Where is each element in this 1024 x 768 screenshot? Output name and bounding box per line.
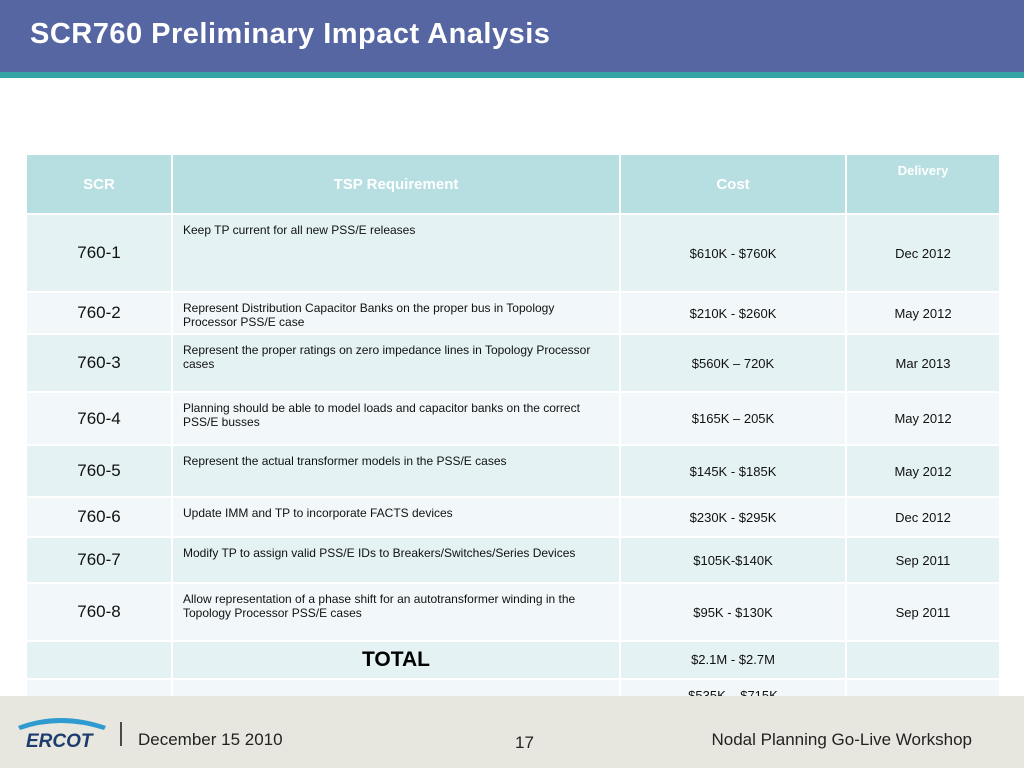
header-cost: Cost: [619, 153, 847, 215]
table-row: 760-3 Represent the proper ratings on ze…: [25, 333, 1001, 393]
header-requirement: TSP Requirement: [171, 153, 621, 215]
header-scr: SCR: [25, 153, 173, 215]
svg-text:ERCOT: ERCOT: [26, 731, 94, 752]
requirement-cell: Represent the proper ratings on zero imp…: [171, 333, 621, 393]
cost-cell: $105K-$140K: [619, 536, 847, 584]
delivery-cell: Mar 2013: [845, 333, 1001, 393]
scr-cell: 760-6: [25, 496, 173, 538]
table-row: 760-8 Allow representation of a phase sh…: [25, 582, 1001, 642]
scr-cell: 760-7: [25, 536, 173, 584]
cost-cell: $165K – 205K: [619, 391, 847, 446]
table-row: 760-6 Update IMM and TP to incorporate F…: [25, 496, 1001, 538]
slide-title: SCR760 Preliminary Impact Analysis: [30, 18, 551, 50]
delivery-cell: May 2012: [845, 444, 1001, 498]
cost-cell: $210K - $260K: [619, 291, 847, 335]
total-cost: $2.1M - $2.7M: [619, 640, 847, 680]
total-row: TOTAL $2.1M - $2.7M: [25, 640, 1001, 680]
table-row: 760-5 Represent the actual transformer m…: [25, 444, 1001, 498]
requirement-cell: Keep TP current for all new PSS/E releas…: [171, 213, 621, 293]
requirement-cell: Planning should be able to model loads a…: [171, 391, 621, 446]
cost-cell: $560K – 720K: [619, 333, 847, 393]
table-row: 760-1 Keep TP current for all new PSS/E …: [25, 213, 1001, 293]
cost-cell: $610K - $760K: [619, 213, 847, 293]
requirement-cell: Represent Distribution Capacitor Banks o…: [171, 291, 621, 335]
table-header-row: SCR TSP Requirement Cost Delivery: [25, 153, 1001, 215]
scr-cell: 760-4: [25, 391, 173, 446]
requirement-cell: Update IMM and TP to incorporate FACTS d…: [171, 496, 621, 538]
table-row: 760-2 Represent Distribution Capacitor B…: [25, 291, 1001, 335]
title-bar: [0, 0, 1024, 72]
cost-cell: $145K - $185K: [619, 444, 847, 498]
footer-bar: [0, 696, 1024, 768]
scr-cell: 760-3: [25, 333, 173, 393]
scr-cell: 760-2: [25, 291, 173, 335]
ercot-logo: ERCOT: [18, 718, 106, 752]
page-number: 17: [515, 733, 534, 752]
title-accent-stripe: [0, 72, 1024, 78]
table-row: 760-7 Modify TP to assign valid PSS/E ID…: [25, 536, 1001, 584]
delivery-cell: Sep 2011: [845, 582, 1001, 642]
delivery-cell: May 2012: [845, 291, 1001, 335]
requirement-cell: Modify TP to assign valid PSS/E IDs to B…: [171, 536, 621, 584]
requirement-cell: Allow representation of a phase shift fo…: [171, 582, 621, 642]
delivery-cell: May 2012: [845, 391, 1001, 446]
total-label: TOTAL: [171, 640, 621, 680]
delivery-cell: Dec 2012: [845, 496, 1001, 538]
table-row: 760-4 Planning should be able to model l…: [25, 391, 1001, 446]
scr-cell: 760-5: [25, 444, 173, 498]
cost-cell: $230K - $295K: [619, 496, 847, 538]
total-delivery-cell: [845, 640, 1001, 680]
header-delivery: Delivery: [845, 153, 1001, 215]
impact-analysis-table: SCR TSP Requirement Cost Delivery 760-1 …: [25, 153, 1001, 728]
total-empty-cell: [25, 640, 173, 680]
delivery-cell: Dec 2012: [845, 213, 1001, 293]
scr-cell: 760-8: [25, 582, 173, 642]
footer-divider: [120, 722, 122, 746]
cost-cell: $95K - $130K: [619, 582, 847, 642]
scr-cell: 760-1: [25, 213, 173, 293]
footer-date: December 15 2010: [138, 730, 283, 749]
delivery-cell: Sep 2011: [845, 536, 1001, 584]
requirement-cell: Represent the actual transformer models …: [171, 444, 621, 498]
footer-event-name: Nodal Planning Go-Live Workshop: [711, 730, 973, 749]
